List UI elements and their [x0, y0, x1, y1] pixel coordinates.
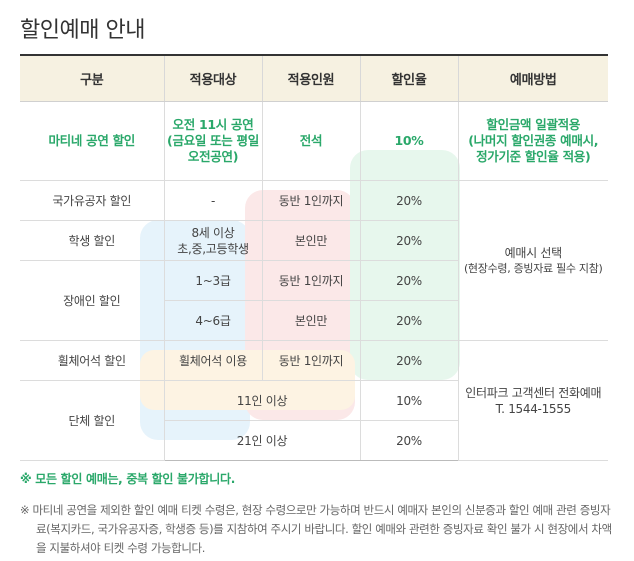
matinee-target-line3: 오전공연)	[187, 149, 239, 164]
wheelchair-category: 휠체어석 할인	[20, 340, 165, 381]
veteran-count: 동반 1인까지	[261, 180, 361, 221]
page-title: 할인예매 안내	[20, 18, 145, 43]
header-rate: 할인율	[359, 54, 459, 102]
matinee-target: 오전 11시 공연 (금요일 또는 평일 오전공연)	[163, 101, 263, 181]
table-row-student: 학생 할인 8세 이상 초,중,고등학생 본인만 20%	[20, 220, 608, 261]
matinee-method: 할인금액 일괄적용 (나머지 할인권종 예매시, 정가기준 할인율 적용)	[457, 101, 608, 181]
disabled-target-b: 4~6급	[163, 300, 263, 341]
notes: ※ 모든 할인 예매는, 중복 할인 불가합니다. ※ 마티네 공연을 제외한 …	[20, 470, 612, 558]
matinee-category: 마티네 공연 할인	[20, 101, 165, 181]
wheelchair-count: 동반 1인까지	[261, 340, 361, 381]
method-onsite-line1: 예매시 선택	[504, 245, 563, 260]
student-target: 8세 이상 초,중,고등학생	[163, 220, 263, 261]
student-category: 학생 할인	[20, 220, 165, 261]
veteran-category: 국가유공자 할인	[20, 180, 165, 221]
table-header-row: 구분 적용대상 적용인원 할인율 예매방법	[20, 54, 608, 102]
matinee-count: 전석	[261, 101, 361, 181]
disabled-count-a: 동반 1인까지	[261, 260, 361, 301]
disabled-count-b: 본인만	[261, 300, 361, 341]
method-onsite-line2: (현장수령, 증빙자료 필수 지참)	[463, 261, 603, 275]
disabled-rate-a: 20%	[359, 260, 459, 301]
group-rate-b: 20%	[359, 420, 459, 461]
matinee-rate: 10%	[359, 101, 459, 181]
veteran-target: -	[163, 180, 263, 221]
method-onsite: 예매시 선택 (현장수령, 증빙자료 필수 지참)	[457, 180, 608, 341]
disabled-target-a: 1~3급	[163, 260, 263, 301]
method-phone: 인터파크 고객센터 전화예매 T. 1544-1555	[457, 340, 608, 461]
student-target-line2: 초,중,고등학생	[177, 241, 249, 256]
method-phone-line2: T. 1544-1555	[495, 401, 572, 416]
table-row-matinee: 마티네 공연 할인 오전 11시 공연 (금요일 또는 평일 오전공연) 전석 …	[20, 101, 608, 181]
matinee-method-line2: (나머지 할인권종 예매시,	[468, 133, 599, 148]
veteran-rate: 20%	[359, 180, 459, 221]
table-row-group-b: 21인 이상 20%	[20, 420, 608, 461]
group-category: 단체 할인	[20, 380, 165, 461]
matinee-target-line1: 오전 11시 공연	[172, 117, 254, 132]
matinee-target-line2: (금요일 또는 평일	[167, 133, 259, 148]
group-target-a: 11인 이상	[163, 380, 361, 421]
matinee-method-line3: 정가기준 할인율 적용)	[476, 149, 591, 164]
table-row-group-a: 단체 할인 11인 이상 10%	[20, 380, 608, 461]
wheelchair-target: 휠체어석 이용	[163, 340, 263, 381]
header-method: 예매방법	[457, 54, 608, 102]
discount-table: 구분 적용대상 적용인원 할인율 예매방법 마티네 공연 할인 오전 11시 공…	[20, 54, 608, 461]
header-category: 구분	[20, 54, 165, 102]
note-onsite-pickup: ※ 마티네 공연을 제외한 할인 예매 티켓 수령은, 현장 수령으로만 가능하…	[20, 503, 612, 555]
table-row-wheelchair: 휠체어석 할인 휠체어석 이용 동반 1인까지 20% 인터파크 고객센터 전화…	[20, 340, 608, 461]
group-rate-a: 10%	[359, 380, 459, 421]
matinee-method-line1: 할인금액 일괄적용	[486, 117, 581, 132]
note-no-duplicate: ※ 모든 할인 예매는, 중복 할인 불가합니다.	[20, 472, 235, 486]
table-row-disabled-b: 4~6급 본인만 20%	[20, 300, 608, 341]
student-rate: 20%	[359, 220, 459, 261]
disabled-category: 장애인 할인	[20, 260, 165, 341]
student-count: 본인만	[261, 220, 361, 261]
header-target: 적용대상	[163, 54, 263, 102]
student-target-line1: 8세 이상	[191, 225, 235, 240]
group-target-b: 21인 이상	[163, 420, 361, 461]
method-phone-line1: 인터파크 고객센터 전화예매	[465, 385, 602, 400]
table-row-veteran: 국가유공자 할인 - 동반 1인까지 20% 예매시 선택 (현장수령, 증빙자…	[20, 180, 608, 341]
wheelchair-rate: 20%	[359, 340, 459, 381]
disabled-rate-b: 20%	[359, 300, 459, 341]
header-count: 적용인원	[261, 54, 361, 102]
